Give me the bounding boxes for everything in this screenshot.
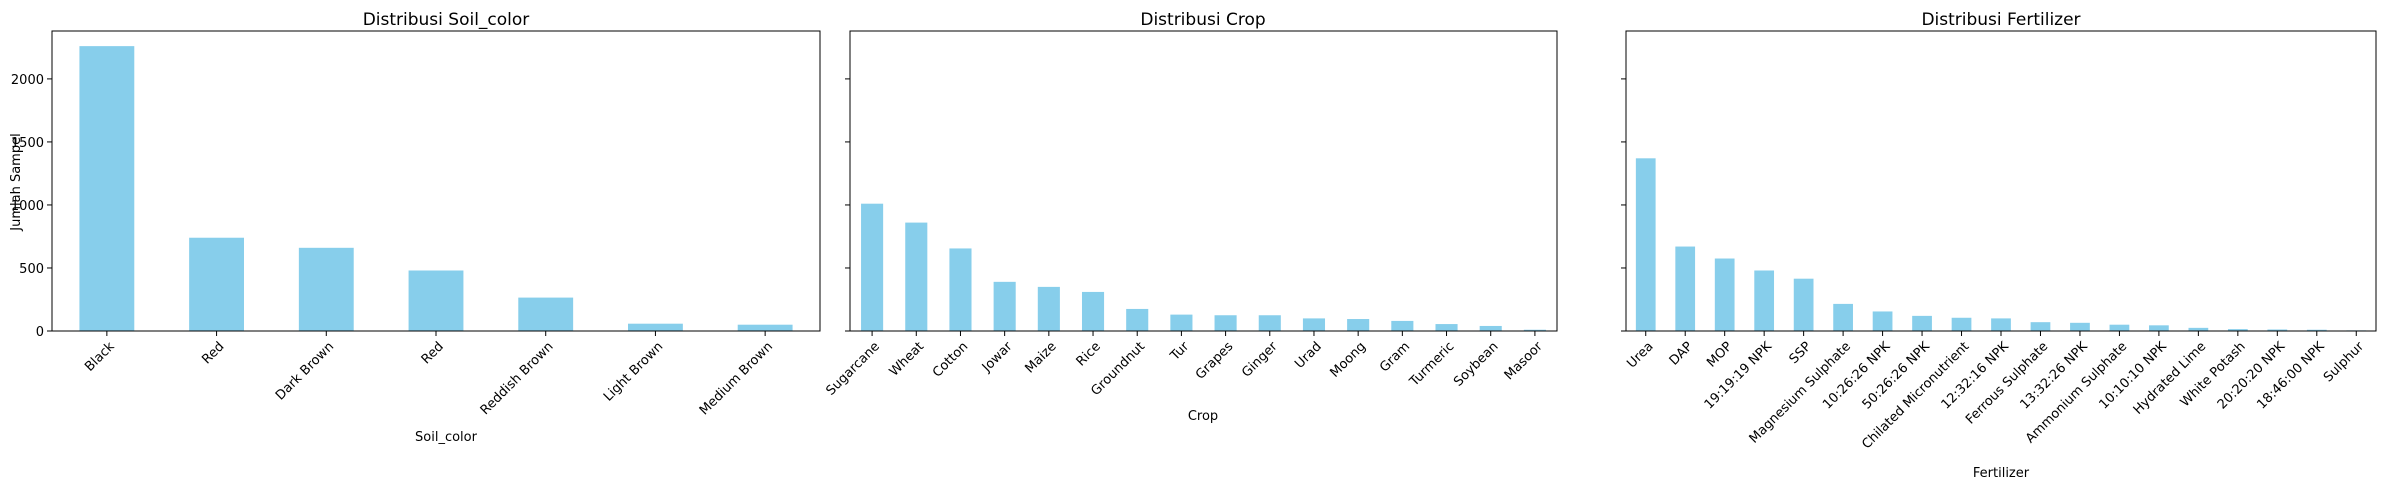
bar bbox=[1872, 311, 1893, 331]
y-tick-label: 500 bbox=[19, 262, 44, 277]
bar bbox=[2030, 322, 2051, 331]
chart-panel-fertilizer: Distribusi Fertilizer Fertilizer Urea DAP… bbox=[1621, 10, 2377, 481]
bar bbox=[1081, 291, 1105, 331]
x-tick-label: Urea bbox=[1624, 339, 1656, 371]
plot-frame bbox=[1625, 30, 2377, 332]
x-tick-label: Sugarcane bbox=[823, 339, 882, 398]
x-tick-label: MOP bbox=[1704, 339, 1735, 370]
bar bbox=[2227, 329, 2248, 331]
x-tick-label: Cotton bbox=[930, 339, 971, 380]
bar bbox=[1754, 270, 1775, 331]
bar bbox=[2070, 322, 2090, 331]
bar bbox=[2109, 324, 2130, 331]
y-tick-label: 1500 bbox=[11, 136, 44, 151]
bar bbox=[737, 324, 793, 331]
bar bbox=[1523, 329, 1546, 331]
y-tick-label: 1000 bbox=[11, 199, 44, 214]
x-tick-label: Wheat bbox=[887, 339, 927, 379]
bar bbox=[1435, 324, 1458, 331]
bar bbox=[1258, 315, 1281, 331]
x-tick-label: Jowar bbox=[979, 339, 1016, 376]
x-tick-label: Sulphur bbox=[2321, 339, 2368, 386]
x-tick-label: Moong bbox=[1328, 339, 1369, 380]
x-tick-label: Gram bbox=[1377, 339, 1413, 375]
bar bbox=[1347, 319, 1370, 331]
x-tick-label: Red bbox=[419, 339, 447, 367]
chart-panel-crop: Distribusi Crop Crop Sugarcane Wheat Cotto… bbox=[823, 10, 1558, 424]
y-tick-label: 0 bbox=[36, 325, 44, 340]
x-tick-label: 13:32:26 NPK bbox=[2018, 339, 2092, 413]
y-tick-label: 2000 bbox=[11, 73, 44, 88]
bar bbox=[1391, 320, 1414, 331]
bar bbox=[861, 203, 884, 331]
x-tick-label: DAP bbox=[1667, 339, 1696, 368]
bar bbox=[1951, 317, 1972, 331]
x-tick-label: Rice bbox=[1074, 339, 1104, 369]
plot-frame bbox=[849, 30, 1558, 332]
bar bbox=[408, 270, 464, 331]
chart-title: Distribusi Crop bbox=[1140, 10, 1265, 30]
x-tick-label: 18:46:00 NPK bbox=[2254, 339, 2328, 413]
x-axis-label: Soil_color bbox=[415, 430, 478, 445]
x-tick-label: Reddish Brown bbox=[478, 339, 557, 418]
x-tick-label: 10:10:10 NPK bbox=[2096, 339, 2170, 413]
chart-title: Distribusi Soil_color bbox=[363, 10, 530, 30]
x-tick-label: 10:26:26 NPK bbox=[1820, 339, 1894, 413]
bar bbox=[1037, 286, 1060, 331]
bar bbox=[298, 247, 354, 331]
bar bbox=[79, 46, 135, 332]
bar bbox=[2188, 327, 2209, 331]
bar bbox=[1912, 315, 1932, 331]
bar bbox=[1214, 315, 1237, 331]
bar bbox=[1635, 158, 1656, 331]
x-tick-label: Soybean bbox=[1451, 339, 1501, 389]
bar bbox=[1675, 246, 1696, 331]
bar bbox=[1479, 325, 1502, 331]
bar bbox=[905, 222, 928, 331]
x-tick-label: Tur bbox=[1167, 339, 1193, 365]
bar bbox=[2267, 329, 2288, 331]
y-axis-label: Jumlah Sampel bbox=[9, 133, 24, 231]
x-tick-label: 19:19:19 NPK bbox=[1702, 339, 1776, 413]
bar bbox=[628, 323, 683, 331]
x-tick-label: Red bbox=[199, 339, 227, 367]
x-tick-label: Medium Brown bbox=[697, 339, 776, 418]
x-axis-label: Crop bbox=[1188, 409, 1218, 424]
bar bbox=[1793, 278, 1814, 331]
x-tick-label: SSP bbox=[1787, 339, 1815, 367]
x-tick-label: 12:32:16 NPK bbox=[1939, 339, 2013, 413]
bar bbox=[2306, 329, 2327, 331]
bar bbox=[1126, 308, 1149, 331]
x-tick-label: Turmeric bbox=[1406, 339, 1457, 390]
chart-panel-soil-color: Distribusi Soil_color Soil_color Jumlah … bbox=[9, 10, 821, 445]
bar bbox=[189, 237, 244, 331]
bar bbox=[1714, 258, 1735, 331]
bar bbox=[949, 248, 972, 331]
x-tick-label: Maize bbox=[1022, 339, 1059, 376]
bar bbox=[1991, 318, 2011, 331]
x-tick-label: Grapes bbox=[1193, 339, 1237, 383]
x-tick-label: Ginger bbox=[1239, 339, 1281, 381]
bar bbox=[993, 281, 1016, 331]
x-tick-label: Light Brown bbox=[601, 339, 666, 404]
x-axis-label: Fertilizer bbox=[1973, 466, 2030, 481]
chart-title: Distribusi Fertilizer bbox=[1921, 10, 2080, 30]
x-tick-label: Black bbox=[82, 339, 118, 375]
bar bbox=[518, 297, 574, 331]
bar bbox=[1833, 303, 1853, 331]
x-tick-label: 20:20:20 NPK bbox=[2215, 339, 2289, 413]
x-tick-label: 50:26:26 NPK bbox=[1860, 339, 1934, 413]
bar bbox=[2149, 325, 2169, 331]
x-tick-label: Masoor bbox=[1502, 339, 1546, 383]
x-tick-label: Dark Brown bbox=[273, 339, 337, 403]
bar bbox=[1170, 314, 1193, 331]
x-tick-label: Urad bbox=[1292, 339, 1325, 372]
bar bbox=[1302, 318, 1326, 331]
